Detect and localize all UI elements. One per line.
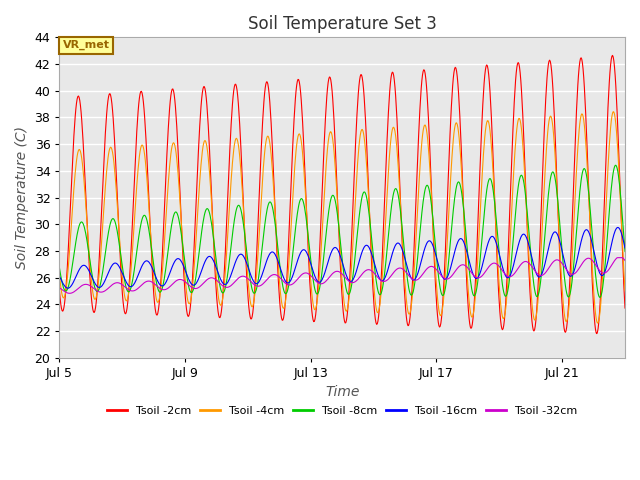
Legend: Tsoil -2cm, Tsoil -4cm, Tsoil -8cm, Tsoil -16cm, Tsoil -32cm: Tsoil -2cm, Tsoil -4cm, Tsoil -8cm, Tsoi… bbox=[103, 402, 582, 420]
Text: VR_met: VR_met bbox=[63, 40, 109, 50]
Title: Soil Temperature Set 3: Soil Temperature Set 3 bbox=[248, 15, 436, 33]
X-axis label: Time: Time bbox=[325, 385, 360, 399]
Y-axis label: Soil Temperature (C): Soil Temperature (C) bbox=[15, 126, 29, 269]
